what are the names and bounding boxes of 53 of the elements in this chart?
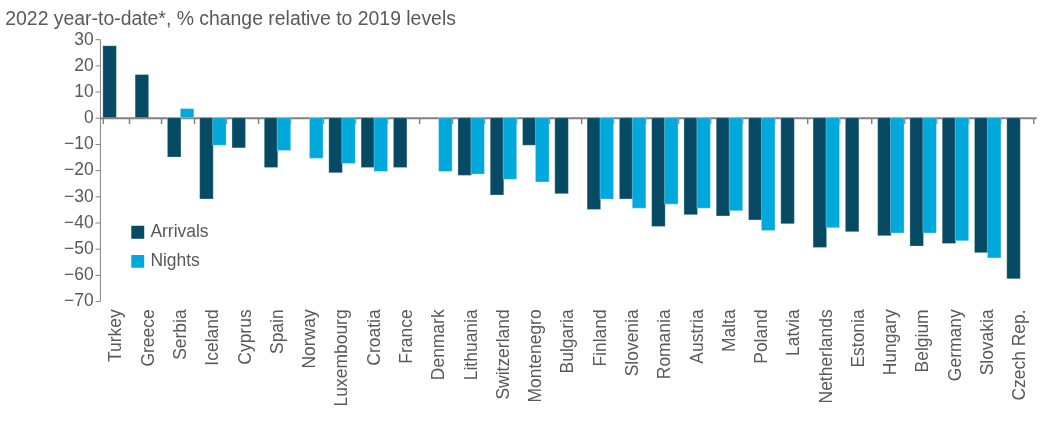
x-tick-label: Slovenia [621,309,642,377]
y-tick-label: −30 [64,185,94,206]
x-tick-label: Switzerland [492,309,513,400]
x-tick-label: Slovakia [977,309,998,376]
x-tick-label: Belgium [912,309,933,373]
x-tick-label: Bulgaria [557,309,578,374]
bar [134,74,149,118]
y-tick-label: −10 [64,133,94,154]
legend-label: Nights [150,250,201,271]
x-tick-label: Netherlands [815,309,836,404]
x-tick-label: Greece [137,309,158,367]
x-tick-label: Montenegro [525,309,546,403]
y-tick-label: −20 [64,159,94,180]
x-tick-label: Hungary [880,309,901,376]
bar [102,45,117,118]
y-tick-label: −50 [64,238,94,259]
bar [393,117,408,168]
x-tick-label: Malta [718,309,739,353]
x-tick-label: Luxembourg [331,309,352,407]
bar [231,117,246,149]
legend-label: Arrivals [150,221,209,242]
x-tick-label: Spain [266,309,287,355]
x-tick-label: Austria [686,309,707,364]
y-tick-label: 30 [74,28,94,49]
x-tick-label: Iceland [202,309,223,366]
bar [780,117,795,224]
x-tick-label: Germany [944,309,965,382]
x-tick-label: France [395,309,416,364]
bar [309,117,324,159]
x-tick-label: Latvia [783,309,804,356]
y-tick-label: 10 [74,80,94,101]
y-tick-label: 0 [83,107,94,128]
y-tick-label: 20 [74,54,94,75]
x-tick-label: Turkey [105,309,126,363]
x-tick-label: Czech Rep. [1009,309,1030,401]
x-tick-label: Romania [654,309,675,380]
y-tick-label: −40 [64,211,94,232]
x-tick-label: Croatia [363,309,384,366]
bar [554,117,569,194]
x-tick-label: Serbia [169,309,190,360]
y-tick-label: −70 [64,290,94,311]
bar [438,117,453,172]
bar [1006,117,1021,280]
x-tick-label: Finland [589,309,610,367]
bar [845,117,860,232]
x-tick-label: Poland [751,309,772,364]
chart-title: 2022 year-to-date*, % change relative to 2019 levels [5,6,456,29]
x-tick-label: Estonia [847,309,868,368]
x-tick-label: Lithuania [460,309,481,381]
y-tick-label: −60 [64,264,94,285]
x-tick-label: Cyprus [234,309,255,365]
x-tick-label: Denmark [428,309,449,381]
x-tick-label: Norway [299,309,320,369]
